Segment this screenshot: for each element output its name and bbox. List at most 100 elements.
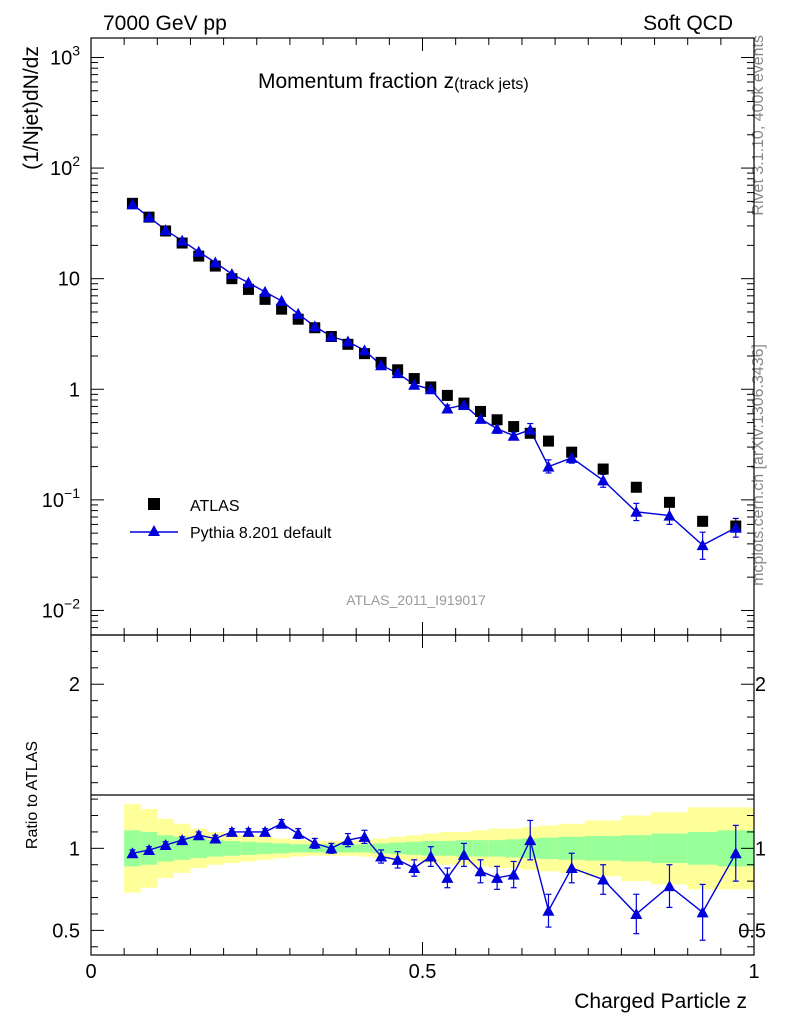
- mc-point: [126, 198, 139, 210]
- atlas-point: [441, 389, 453, 401]
- tick-base: 10: [50, 47, 72, 69]
- mc-line: [131, 203, 737, 546]
- energy-label: 7000 GeV pp: [103, 12, 227, 35]
- atlas-point: [697, 515, 709, 527]
- ratio-band-inner: [240, 841, 257, 855]
- legend-marker-pythia: [148, 525, 160, 536]
- mc-point: [242, 276, 255, 288]
- tick-exponent: −2: [64, 595, 80, 611]
- main-y-tick-label: 1: [69, 379, 80, 401]
- ratio-point: [126, 847, 139, 859]
- ratio-plot-frame: [90, 634, 755, 956]
- atlas-point: [508, 421, 520, 433]
- atlas-point: [663, 496, 675, 508]
- main-ylabel: (1/Njet)dN/dz: [20, 46, 43, 170]
- ratio-point: [457, 848, 470, 860]
- ratio-y-tick-label-right: 2: [755, 674, 766, 696]
- ratio-band-inner: [190, 838, 208, 859]
- ratio-band-inner: [538, 837, 559, 859]
- ratio-point: [176, 834, 189, 846]
- atlas-point: [259, 293, 271, 305]
- mc-point: [275, 294, 288, 306]
- mc-point: [341, 335, 354, 347]
- ratio-point: [597, 873, 610, 885]
- mc-point: [424, 383, 437, 395]
- main-y-tick-label: 102: [50, 153, 80, 180]
- ratio-point: [242, 825, 255, 837]
- atlas-point: [491, 414, 503, 426]
- x-tick-label: 1: [748, 961, 759, 983]
- ratio-uncertainty-bands: [124, 804, 754, 893]
- ratio-point: [408, 862, 421, 874]
- ratio-point: [209, 832, 222, 844]
- atlas-point: [542, 435, 554, 447]
- atlas-point: [408, 373, 420, 385]
- mcplots-source-label: mcplots.cern.ch [arXiv:1306.3436]: [750, 344, 767, 586]
- ratio-band-inner: [372, 843, 390, 854]
- mc-point: [159, 224, 172, 236]
- mc-point: [507, 429, 520, 441]
- ratio-band-inner: [558, 836, 585, 860]
- ratio-band-inner: [621, 835, 652, 862]
- ratio-plot-marks: [126, 817, 742, 941]
- ratio-point: [259, 825, 272, 837]
- mc-point: [441, 402, 454, 414]
- plot-title-sub: (track jets): [454, 76, 529, 93]
- legend-marker-atlas: [148, 498, 160, 510]
- atlas-point: [630, 481, 642, 493]
- ratio-band-inner: [505, 839, 522, 858]
- ratio-band-inner: [687, 831, 718, 865]
- mc-point: [729, 521, 742, 533]
- mc-point: [308, 320, 321, 332]
- ratio-band-inner: [289, 844, 307, 853]
- ratio-band-inner: [405, 841, 423, 855]
- mc-point: [630, 505, 643, 517]
- ratio-point: [292, 827, 305, 839]
- mc-point: [565, 451, 578, 463]
- tick-base: 10: [42, 600, 64, 622]
- ratio-point: [729, 847, 742, 859]
- ratio-tick-labels: 0.5 0.51 12 20 0.5 1: [52, 674, 766, 983]
- legend: ATLAS Pythia 8.201 default: [130, 498, 332, 542]
- tick-base: 10: [50, 158, 72, 180]
- plot-title: Momentum fraction z(track jets): [258, 70, 529, 93]
- ratio-ylabel: Ratio to ATLAS: [24, 741, 41, 849]
- mc-point: [292, 307, 305, 319]
- ratio-point: [225, 825, 238, 837]
- ratio-point: [391, 853, 404, 865]
- atlas-point: [242, 283, 254, 295]
- main-plot-marks: [126, 197, 742, 560]
- atlas-point: [276, 303, 288, 315]
- mc-point: [325, 330, 338, 342]
- ratio-point: [507, 868, 520, 880]
- ratio-axis-ticks: [90, 635, 755, 955]
- ratio-y-tick-label-right: 0.5: [738, 920, 766, 942]
- main-y-tick-label: 10: [58, 269, 80, 291]
- ratio-band-inner: [488, 840, 506, 857]
- mc-point: [391, 367, 404, 379]
- process-label: Soft QCD: [643, 12, 733, 35]
- tick-base: 10: [42, 490, 64, 512]
- tick-base: 1: [69, 379, 80, 401]
- x-tick-label: 0: [85, 961, 96, 983]
- x-axis-label: Charged Particle z: [574, 990, 747, 1013]
- ratio-point: [143, 843, 156, 855]
- mc-point: [524, 423, 537, 435]
- mc-point: [259, 285, 272, 297]
- ratio-point: [474, 865, 487, 877]
- ratio-point: [491, 871, 504, 883]
- atlas-point: [475, 405, 487, 417]
- ratio-point: [192, 829, 205, 841]
- ratio-band-inner: [273, 843, 290, 854]
- ratio-y-tick-label-right: 1: [755, 838, 766, 860]
- mc-point: [192, 245, 205, 257]
- ratio-band-inner: [256, 842, 274, 855]
- ratio-band-inner: [389, 842, 406, 855]
- ratio-point: [565, 862, 578, 874]
- analysis-label: ATLAS_2011_I919017: [346, 592, 486, 608]
- ratio-point: [308, 837, 321, 849]
- ratio-point: [325, 842, 338, 854]
- ratio-point: [663, 880, 676, 892]
